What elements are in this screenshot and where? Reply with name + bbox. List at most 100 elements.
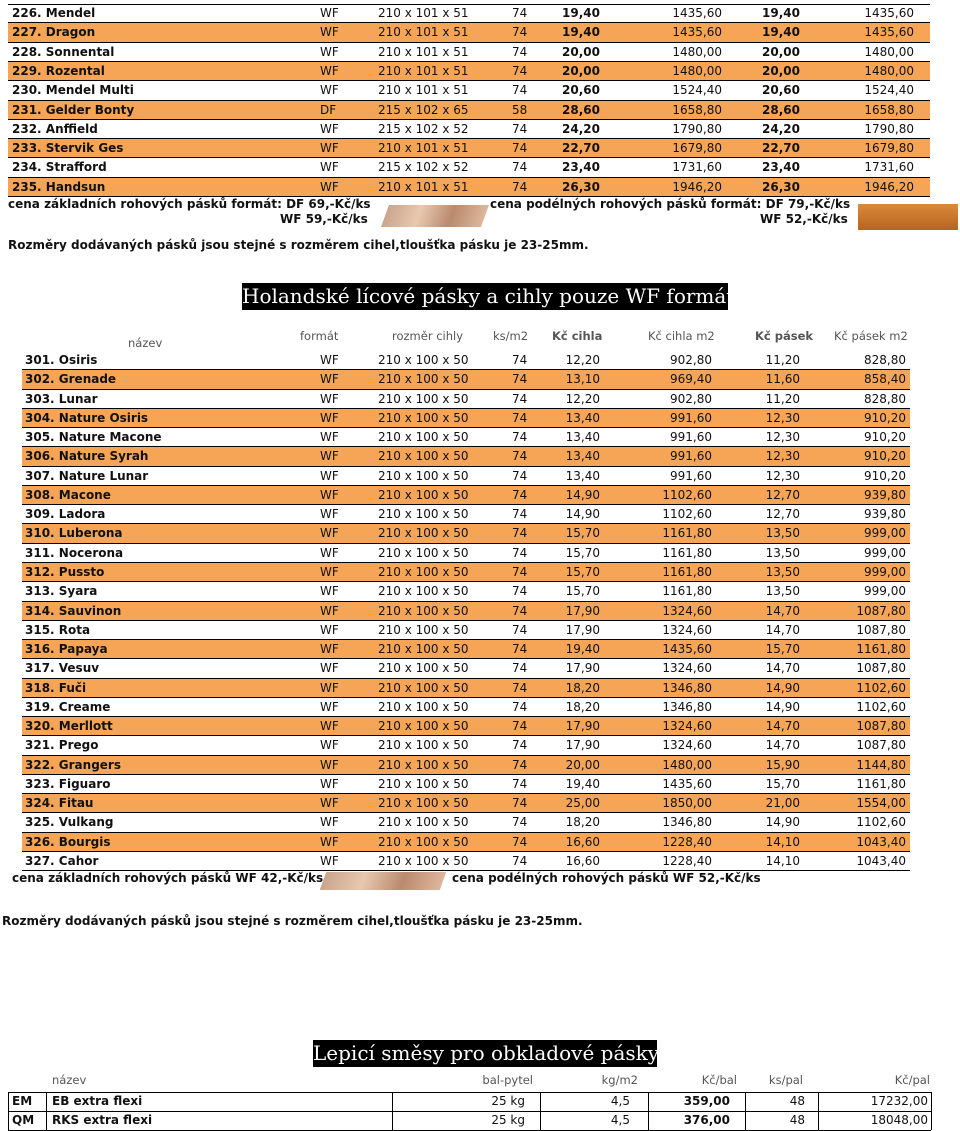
table-cell: WF: [320, 44, 339, 59]
table-cell: 215 x 102 x 52: [378, 121, 469, 136]
table-cell: 1480,00: [864, 63, 914, 78]
table-cell: 25 kg: [491, 1113, 525, 1127]
table-cell: 74: [512, 44, 528, 59]
row-border: [22, 812, 910, 814]
column-header: název: [128, 336, 163, 350]
table-cell: 215 x 102 x 52: [378, 160, 469, 175]
table-cell: 1524,40: [864, 83, 914, 98]
table-cell: 74: [512, 468, 528, 483]
table-cell: 210 x 101 x 51: [378, 63, 469, 78]
table-cell: 74: [512, 564, 528, 579]
table-cell: 17,90: [565, 719, 600, 734]
table-cell: 23,40: [562, 160, 600, 175]
table-cell: 1161,80: [662, 564, 712, 579]
table-cell: 20,00: [562, 63, 600, 78]
table-cell: 28,60: [562, 102, 600, 117]
note: cena podélných rohových pásků WF 52,-Kč/…: [452, 871, 761, 885]
table-cell: 74: [512, 603, 528, 618]
column-header: Kč pásek m2: [834, 329, 908, 343]
table-cell: 74: [512, 160, 528, 175]
table-cell: 74: [512, 834, 528, 849]
table-cell: 316. Papaya: [25, 642, 108, 657]
table-cell: 74: [512, 642, 528, 657]
table-cell: 12,30: [765, 430, 800, 445]
row-border: [8, 22, 930, 24]
table-cell: 74: [512, 430, 528, 445]
table-cell: 999,00: [864, 584, 906, 599]
table-cell: 1480,00: [864, 44, 914, 59]
row-border: [22, 754, 910, 756]
table-cell: 314. Sauvinon: [25, 603, 122, 618]
table-cell: 1679,80: [864, 141, 914, 156]
table-cell: 19,40: [562, 25, 600, 40]
brick-image: [380, 205, 490, 227]
table-cell: EB extra flexi: [52, 1094, 143, 1108]
table-cell: 323. Figuaro: [25, 776, 111, 791]
table-cell: 1658,80: [672, 102, 722, 117]
row-highlight: [8, 100, 930, 120]
table-cell: 13,50: [765, 564, 800, 579]
table-cell: 1346,80: [662, 699, 712, 714]
table-cell: 74: [512, 121, 528, 136]
table-cell: 14,90: [765, 699, 800, 714]
table-cell: 15,70: [765, 642, 800, 657]
table-cell: WF: [320, 430, 339, 445]
table-cell: 322. Grangers: [25, 757, 121, 772]
row-highlight: [8, 139, 930, 159]
table-cell: 969,40: [670, 372, 712, 387]
table-cell: 14,70: [765, 719, 800, 734]
table-cell: 1324,60: [662, 622, 712, 637]
row-border: [22, 581, 910, 583]
table-cell: 12,30: [765, 468, 800, 483]
table-cell: 26,30: [762, 179, 800, 194]
table-cell: 939,80: [864, 507, 906, 522]
table-cell: 1102,60: [856, 680, 906, 695]
table-cell: 74: [512, 854, 528, 869]
table-cell: 24,20: [762, 121, 800, 136]
table-cell: DF: [320, 102, 337, 117]
table-cell: 315. Rota: [25, 622, 91, 637]
row-highlight: [22, 370, 910, 390]
table-cell: 15,70: [565, 526, 600, 541]
table-cell: 74: [512, 699, 528, 714]
row-highlight: [22, 717, 910, 737]
table-cell: 74: [512, 391, 528, 406]
section-title: Lepicí směsy pro obkladové pásky: [313, 1040, 660, 1067]
table-cell: 24,20: [562, 121, 600, 136]
table-cell: 1435,60: [864, 25, 914, 40]
table-cell: 74: [512, 796, 528, 811]
table-cell: 210 x 100 x 50: [378, 699, 469, 714]
row-border: [8, 118, 930, 120]
table-cell: WF: [320, 622, 339, 637]
table-cell: 4,5: [610, 1094, 630, 1108]
table-cell: 18,20: [565, 680, 600, 695]
table-cell: WF: [320, 545, 339, 560]
table-cell: WF: [320, 6, 339, 20]
table-cell: 74: [512, 6, 528, 20]
table-cell: 1346,80: [662, 815, 712, 830]
row-border: [22, 639, 910, 641]
table-cell: 210 x 100 x 50: [378, 526, 469, 541]
table-cell: 1324,60: [662, 719, 712, 734]
row-border: [22, 523, 910, 525]
cell-border: [648, 1092, 649, 1130]
table-cell: 20,00: [762, 44, 800, 59]
table-cell: 1850,00: [662, 796, 712, 811]
table-cell: 999,00: [864, 545, 906, 560]
table-cell: 12,30: [765, 410, 800, 425]
table-cell: 210 x 100 x 50: [378, 815, 469, 830]
row-border: [22, 484, 910, 486]
table-cell: 312. Pussto: [25, 564, 105, 579]
table-cell: 74: [512, 410, 528, 425]
cell-border: [931, 1092, 932, 1130]
note: WF 59,-Kč/ks: [280, 212, 368, 226]
cell-border: [392, 1092, 393, 1130]
table-cell: 74: [512, 757, 528, 772]
table-cell: 74: [512, 63, 528, 78]
table-cell: 1161,80: [662, 526, 712, 541]
table-cell: WF: [320, 796, 339, 811]
column-header: ks/pal: [768, 1073, 803, 1087]
table-cell: 74: [512, 83, 528, 98]
table-cell: 210 x 100 x 50: [378, 854, 469, 869]
